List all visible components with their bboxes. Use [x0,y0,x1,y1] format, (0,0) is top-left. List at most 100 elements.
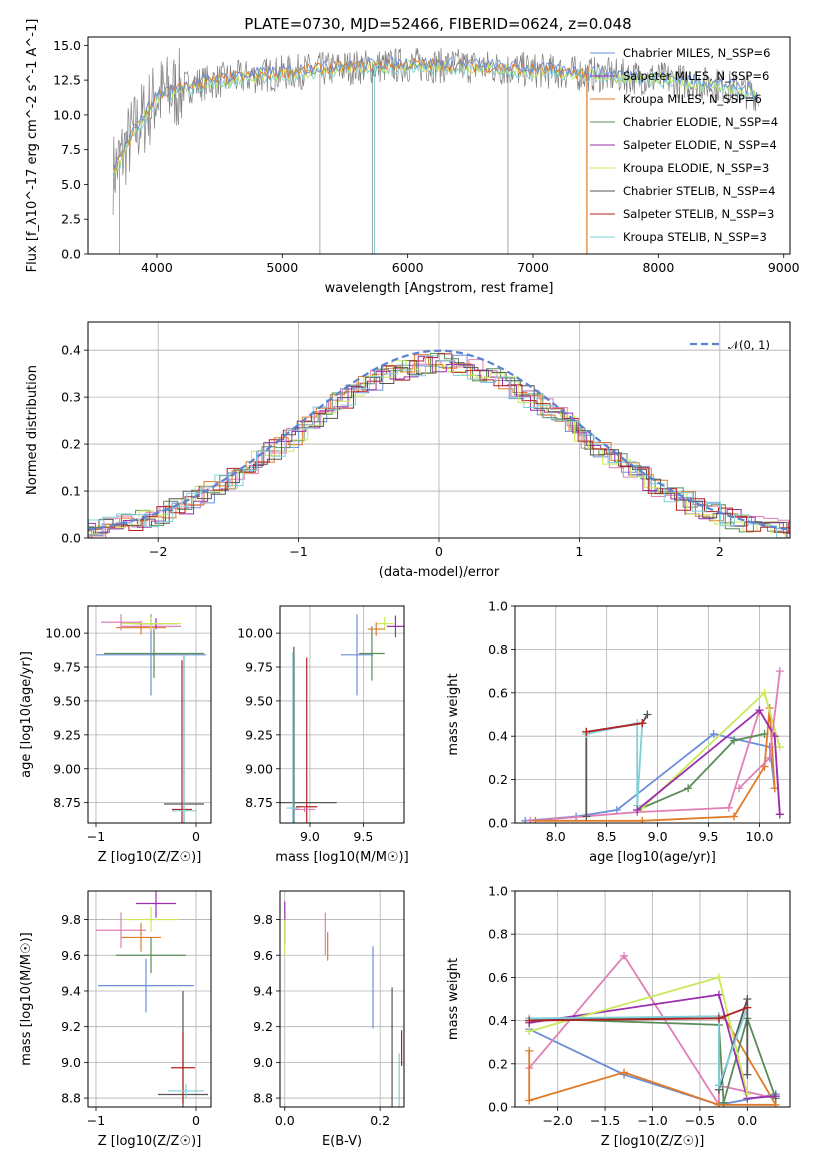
panel-weight-vs-age: 8.0 8.5 9.0 9.5 10.0 0.0 0.2 0.4 0.6 0.8 1.0 age [l… [446,599,791,865]
x-axis-label: (data-model)/error [379,565,500,580]
y-tick-label: 9.00 [245,761,273,776]
weight-marker [743,1070,752,1079]
x-tick-label: 8.0 [546,829,566,844]
weight-marker [743,995,752,1003]
x-tick-label: 8.5 [597,829,617,844]
y-tick-label: 8.75 [245,795,273,810]
legend-label: Salpeter MILES, N_SSP=6 [623,69,769,83]
y-axis-label: mass weight [446,673,461,755]
weight-marker [743,1003,752,1012]
weight-series-line [529,1007,749,1086]
axes-frame [87,605,212,824]
legend-label: Salpeter ELODIE, N_SSP=4 [623,138,777,152]
weight-marker [743,1090,752,1099]
y-axis-label: mass [log10(M/M☉)] [19,932,34,1065]
weight-marker [684,784,693,793]
x-tick-label: 1 [575,544,583,559]
y-tick-label: 0.3 [61,390,81,405]
y-tick-label: 8.8 [61,1091,81,1106]
weight-marker [525,1046,534,1055]
x-axis-label: mass [log10(M/M☉)] [275,850,408,865]
y-tick-label: 5.0 [61,177,81,192]
weight-marker [719,1098,728,1107]
y-tick-label: 0.6 [488,970,508,985]
x-axis-label: wavelength [Angstrom, rest frame] [325,281,554,296]
y-axis-label: age [log10(age/yr)] [19,651,34,778]
histogram-steps [88,352,790,534]
panel-mass-vs-Z: −1 0 8.8 9.0 9.2 9.4 9.6 9.8 Z [log10(Z/Z☉)] mass… [19,890,212,1149]
y-tick-label: 8.75 [53,795,81,810]
weight-marker [612,805,621,814]
x-tick-label: 10.0 [746,829,774,844]
axes-frame [514,890,791,1108]
weight-marker [620,951,629,960]
figure-title: PLATE=0730, MJD=52466, FIBERID=0624, z=0… [244,15,631,33]
weight-marker [729,812,738,821]
y-tick-label: 9.4 [61,983,81,998]
weight-marker [582,812,591,821]
axes-frame [87,890,212,1108]
y-tick-label: 0.6 [488,685,508,700]
x-tick-label: 0 [435,544,443,559]
model-line [112,59,758,177]
weight-series-line [636,733,765,811]
weight-marker [765,753,774,762]
x-axis-label: Z [log10(Z/Z☉)] [601,1134,705,1149]
weight-marker [638,816,647,823]
y-tick-label: 1.0 [488,599,508,614]
weight-series-line [525,733,776,822]
plot-area [96,891,208,1107]
y-tick-label: 7.5 [61,142,81,157]
legend-label: Chabrier MILES, N_SSP=6 [623,46,770,60]
y-axis-label: Flux [f_λ10^-17 erg cm^-2 s^-1 A^-1] [25,19,40,273]
y-tick-label: 15.0 [53,38,81,53]
y-tick-label: 10.00 [237,626,273,641]
x-tick-label: 0.0 [275,1113,295,1128]
data-spectrum-line [112,47,759,216]
x-tick-label: −2 [149,544,167,559]
plot-area [112,47,759,254]
x-tick-label: 6000 [392,260,424,275]
y-tick-label: 0.8 [488,927,508,942]
axes-frame [514,605,791,824]
y-tick-label: 9.8 [61,912,81,927]
x-tick-label: 4000 [141,260,173,275]
weight-marker [714,1100,723,1107]
weight-marker [531,816,540,823]
y-tick-label: 9.25 [53,727,81,742]
weight-marker [760,688,769,697]
weight-marker [735,784,744,793]
weight-marker [775,667,784,676]
y-tick-label: 1.0 [488,884,508,899]
axes-frame [87,36,791,255]
y-tick-label: 0.0 [488,816,508,831]
weight-marker [775,743,784,752]
weight-series-line [636,708,781,815]
weight-marker [714,1081,723,1090]
y-axis-label: mass weight [446,958,461,1040]
weight-series-line [586,722,644,806]
y-tick-label: 9.75 [53,660,81,675]
histogram-steps [88,355,790,534]
axes-frame [279,890,405,1108]
x-tick-label: −1 [87,1113,105,1128]
x-tick-label: −1 [289,544,307,559]
weight-marker [760,730,769,739]
legend-label: Chabrier ELODIE, N_SSP=4 [623,115,778,129]
y-tick-label: 8.8 [253,1091,273,1106]
x-tick-label: −1 [87,829,105,844]
x-tick-label: 9.0 [300,829,320,844]
y-tick-label: 9.00 [53,761,81,776]
x-tick-label: 0.2 [370,1113,390,1128]
legend-label: Kroupa ELODIE, N_SSP=3 [623,161,769,175]
weight-marker [633,805,642,814]
y-tick-label: 0.4 [488,729,508,744]
weight-marker [620,1068,629,1077]
plot-area [284,901,403,1107]
y-tick-label: 0.0 [61,247,81,262]
y-tick-label: 9.50 [245,693,273,708]
y-tick-label: 0.8 [488,642,508,657]
y-tick-label: 9.4 [253,983,273,998]
x-axis-label: age [log10(age/yr)] [589,850,716,865]
